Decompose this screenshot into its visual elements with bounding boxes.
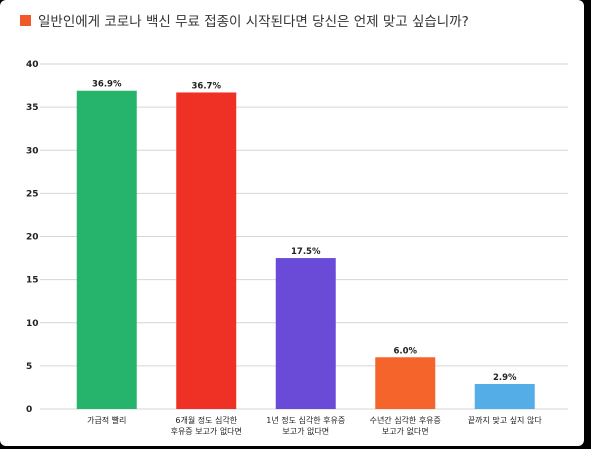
y-tick-label-0: 0 xyxy=(26,405,32,415)
y-tick-label-40: 40 xyxy=(26,60,39,70)
x-tick-label-line: 보고가 없다면 xyxy=(382,426,429,436)
chart-title: 일반인에게 코로나 백신 무료 접종이 시작된다면 당신은 언제 맞고 싶습니까… xyxy=(38,14,469,30)
x-tick-label-line: 1년 정도 심각한 후유증 xyxy=(266,415,345,425)
y-tick-label-5: 5 xyxy=(26,362,32,372)
y-tick-label-30: 30 xyxy=(26,146,39,156)
bar-5 xyxy=(474,383,535,409)
bar-3 xyxy=(275,258,336,409)
x-tick-label-1: 가급적 빨리 xyxy=(87,415,126,425)
bar-4 xyxy=(375,357,436,409)
x-tick-label-2: 6개월 정도 심각한 후유증 보고가 없다면 xyxy=(171,415,242,436)
chart-title-row: 일반인에게 코로나 백신 무료 접종이 시작된다면 당신은 언제 맞고 싶습니까… xyxy=(20,8,469,32)
x-tick-label-4: 수년간 심각한 후유증 보고가 없다면 xyxy=(370,415,441,436)
x-tick-label-line: 후유증 보고가 없다면 xyxy=(171,426,242,436)
x-tick-label-line: 6개월 정도 심각한 xyxy=(175,415,237,425)
bar-value-label-4: 6.0% xyxy=(393,346,417,356)
y-tick-label-35: 35 xyxy=(26,103,39,113)
title-marker-icon xyxy=(20,14,31,26)
x-tick-label-line: 수년간 심각한 후유증 xyxy=(370,415,441,425)
x-tick-label-line: 보고가 없다면 xyxy=(282,426,329,436)
x-tick-label-line: 끝까지 맞고 싶지 않다 xyxy=(468,415,543,425)
y-tick-label-15: 15 xyxy=(26,276,39,286)
x-tick-label-line: 가급적 빨리 xyxy=(87,415,126,425)
y-tick-label-25: 25 xyxy=(26,189,39,199)
x-tick-label-3: 1년 정도 심각한 후유증 보고가 없다면 xyxy=(266,415,345,436)
bar-1 xyxy=(76,90,137,410)
bar-2 xyxy=(176,92,237,410)
bar-value-label-1: 36.9% xyxy=(92,80,122,90)
bar-value-label-5: 2.9% xyxy=(493,373,517,383)
bar-value-label-2: 36.7% xyxy=(192,81,222,91)
x-tick-label-5: 끝까지 맞고 싶지 않다 xyxy=(468,415,543,425)
bar-value-label-3: 17.5% xyxy=(291,247,321,257)
y-tick-label-20: 20 xyxy=(26,233,39,243)
y-tick-label-10: 10 xyxy=(26,319,39,329)
